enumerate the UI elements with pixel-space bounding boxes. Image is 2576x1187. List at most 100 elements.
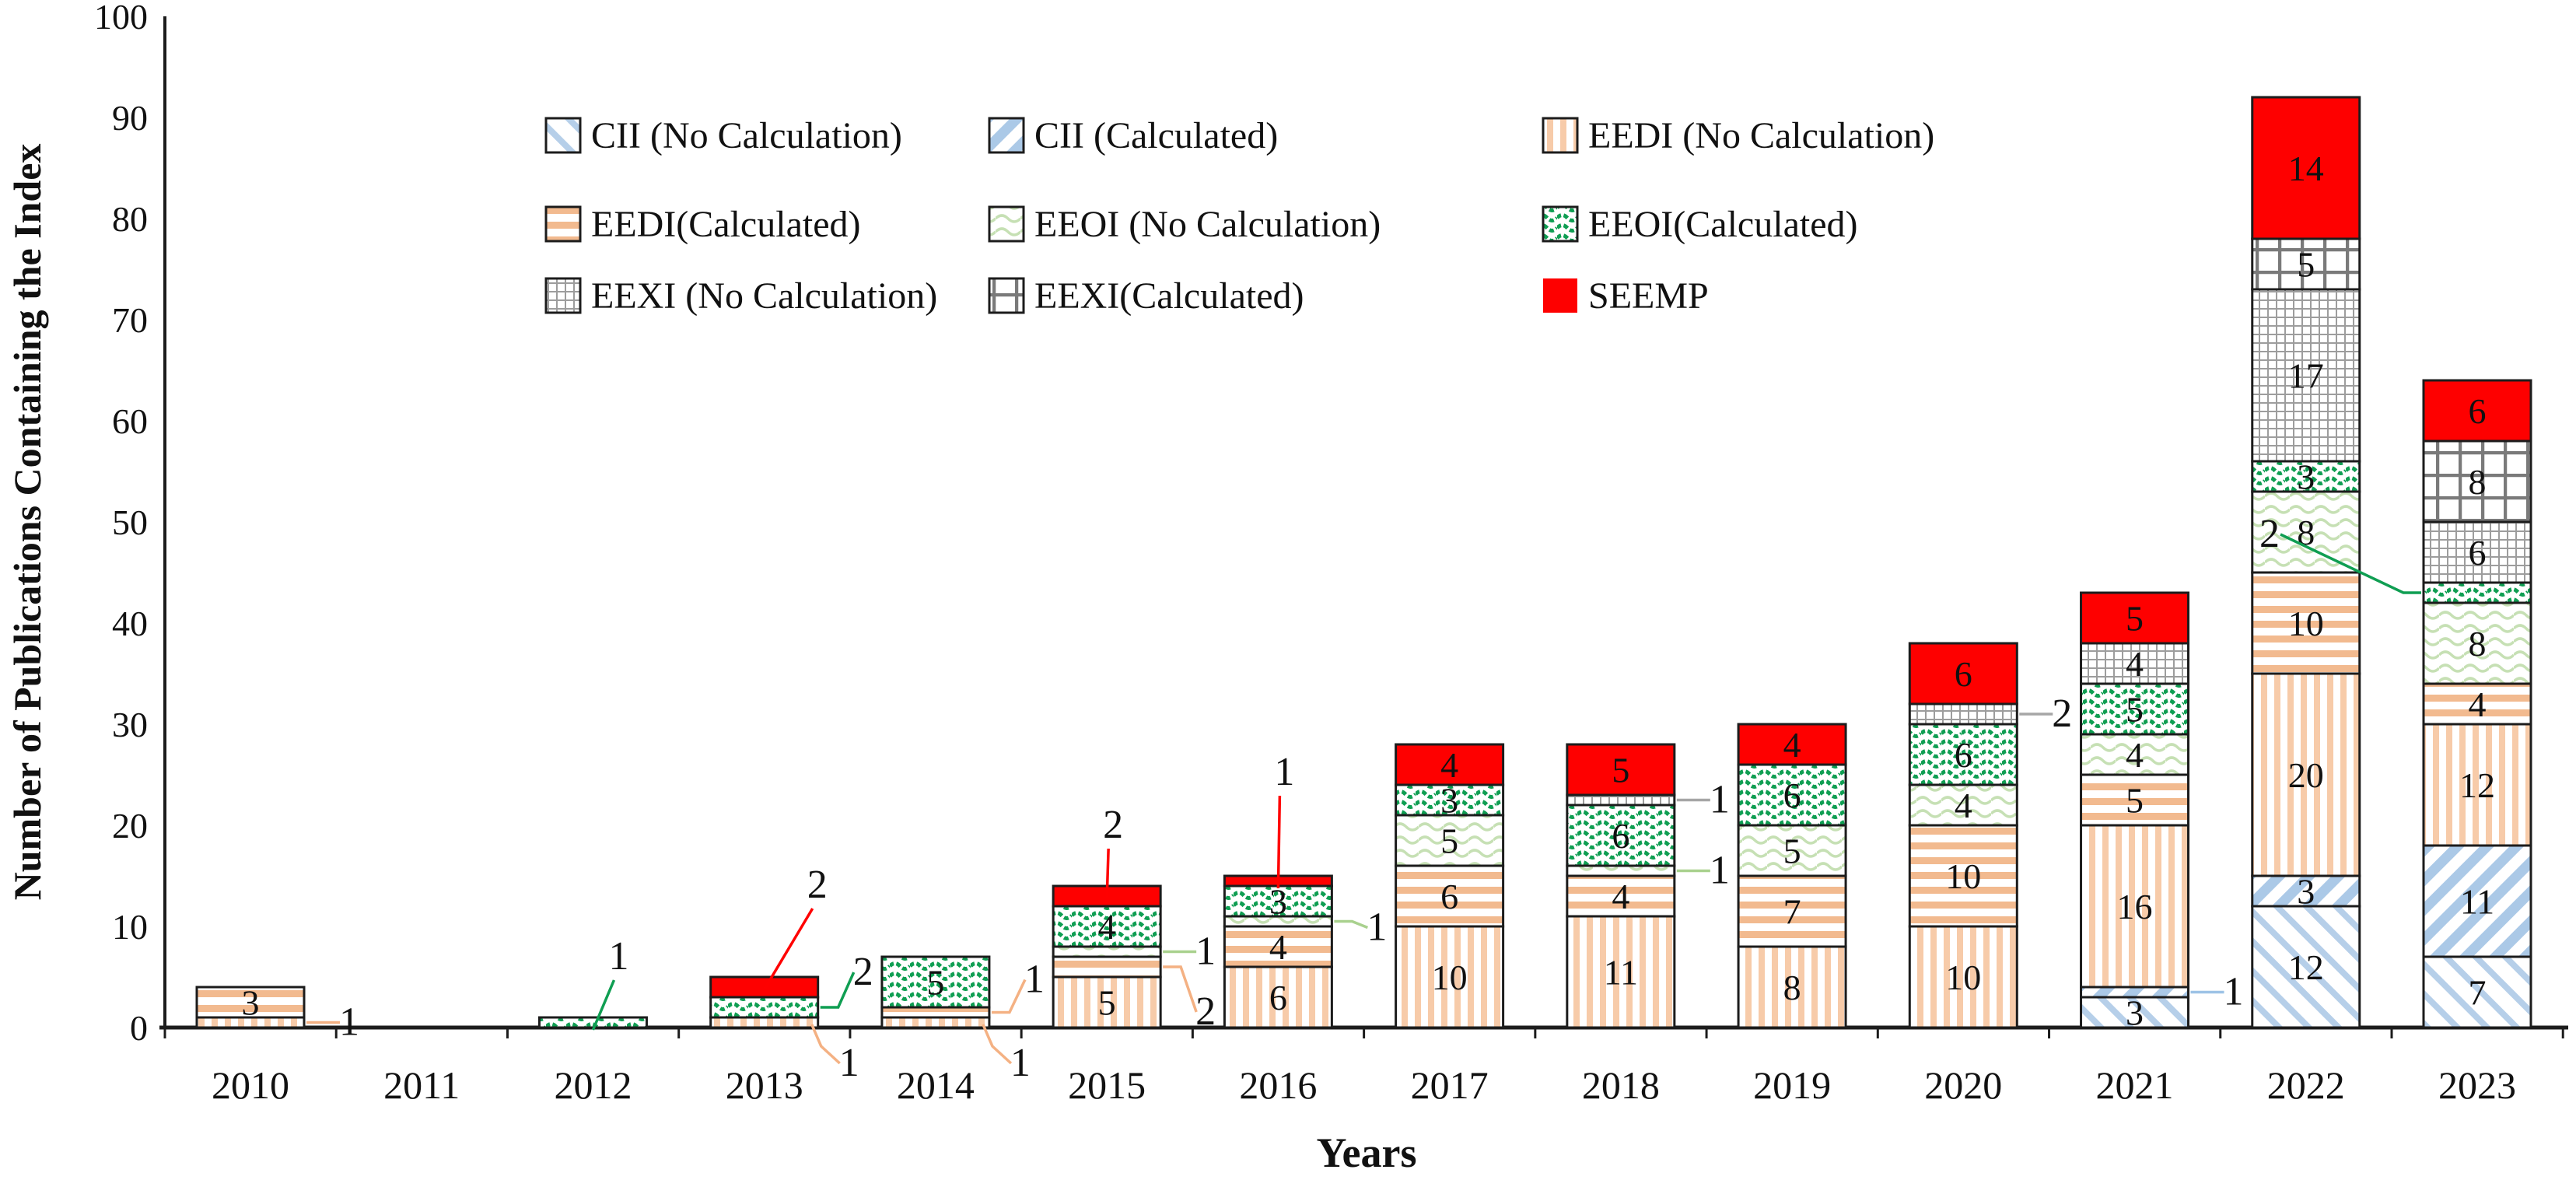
x-category-label: 2010: [212, 1063, 289, 1107]
segment-value-label: 6: [1440, 877, 1458, 916]
legend-label-seemp: SEEMP: [1588, 275, 1709, 317]
bar-segment-2016-eedi_nc: [1223, 965, 1333, 1029]
bar-segment-2018-seemp: [1566, 743, 1676, 797]
bar-segment-2021-eeoi_c: [2080, 682, 2190, 736]
legend-swatch-cii_nc: [544, 117, 582, 154]
segment-value-label: 14: [2288, 149, 2324, 188]
callout-label-2014-eedi_nc: 1: [1010, 1041, 1031, 1085]
x-category-label: 2011: [383, 1063, 460, 1107]
bar-segment-2023-eeoi_c: [2422, 581, 2532, 604]
segment-value-label: 4: [1440, 745, 1458, 785]
bar-segment-2022-eeoi_c: [2251, 460, 2361, 493]
bar-segment-2019-eedi_c: [1737, 874, 1847, 948]
bar-segment-2018-eexi_nc: [1566, 793, 1676, 807]
legend-item-eexi_nc: EEXI (No Calculation): [544, 275, 937, 317]
segment-value-label: 6: [1955, 735, 1972, 775]
y-tick-label: 70: [112, 300, 148, 340]
callout-label-2013-eeoi_c: 2: [853, 950, 873, 994]
segment-value-label: 8: [2468, 462, 2486, 502]
callout-label-2020-eexi_nc: 2: [2052, 692, 2072, 736]
segment-value-label: 4: [1612, 877, 1629, 916]
callout-leader-2015-eedi_c: [1163, 965, 1198, 1013]
legend-label-eexi_nc: EEXI (No Calculation): [591, 275, 937, 317]
legend-label-cii_c: CII (Calculated): [1034, 115, 1278, 156]
bar-segment-2019-eeoi_nc: [1737, 824, 1847, 877]
segment-value-label: 10: [2288, 604, 2324, 643]
segment-value-label: 6: [1783, 776, 1801, 815]
x-category-label: 2022: [2267, 1063, 2345, 1107]
segment-value-label: 11: [1604, 953, 1638, 993]
y-axis-title: Number of Publications Containing the In…: [5, 144, 49, 901]
legend-item-cii_nc: CII (No Calculation): [544, 115, 902, 156]
bar-segment-2023-eexi_nc: [2422, 520, 2532, 584]
callout-label-2015-eedi_c: 2: [1195, 989, 1216, 1034]
legend-swatch-eedi_nc: [1542, 117, 1579, 154]
callout-leader-2014-eedi_nc: [982, 1024, 1013, 1065]
segment-value-label: 8: [1783, 968, 1801, 1007]
segment-value-label: 5: [2126, 690, 2144, 730]
segment-value-label: 10: [1432, 958, 1468, 997]
legend-swatch-seemp: [1543, 278, 1577, 313]
segment-value-label: 3: [242, 983, 260, 1023]
bars-layer: [195, 96, 2532, 1029]
legend-item-seemp: SEEMP: [1543, 275, 1709, 317]
callout-label-2014-eedi_c: 1: [1024, 958, 1045, 1002]
bar-segment-2020-seemp: [1908, 642, 2018, 706]
legend: CII (No Calculation) CII (Calculated) EEDI…: [544, 115, 1934, 317]
y-tick-label: 30: [112, 705, 148, 744]
bar-segment-2019-seemp: [1737, 723, 1847, 766]
segment-value-label: 3: [2297, 457, 2315, 497]
segment-value-label: 4: [2126, 735, 2144, 775]
bar-segment-2023-seemp: [2422, 379, 2532, 443]
segment-value-label: 5: [1440, 821, 1458, 861]
bar-segment-2018-eeoi_nc: [1566, 864, 1676, 877]
bar-segment-2022-seemp: [2251, 96, 2361, 240]
y-tick-label: 100: [94, 0, 148, 37]
bar-segment-2023-eedi_c: [2422, 682, 2532, 726]
x-category-label: 2017: [1411, 1063, 1489, 1107]
callout-label-2013-seemp: 2: [807, 863, 828, 907]
bar-segment-2023-cii_c: [2422, 844, 2532, 958]
bar-segment-2014-eedi_c: [880, 1006, 991, 1019]
bar-segment-2023-eeoi_nc: [2422, 601, 2532, 685]
segment-labels-layer: 3554643106534114658756410104663165454512…: [242, 149, 2495, 1033]
segment-value-label: 8: [2468, 624, 2486, 664]
callout-leader-2012-eeoi_c: [591, 979, 616, 1031]
segment-value-label: 3: [1440, 781, 1458, 821]
bar-segment-2010-eedi_c: [195, 986, 306, 1019]
x-category-label: 2023: [2438, 1063, 2516, 1107]
legend-swatch-eeoi_nc: [988, 205, 1025, 243]
bar-segment-2017-eedi_c: [1395, 864, 1505, 928]
segment-value-label: 5: [2126, 599, 2144, 639]
legend-item-cii_c: CII (Calculated): [988, 115, 1278, 156]
bar-segment-2015-eeoi_c: [1052, 905, 1162, 948]
legend-swatch-eexi_c: [988, 277, 1025, 314]
x-category-label: 2021: [2096, 1063, 2174, 1107]
x-axis-title: Years: [1317, 1129, 1417, 1176]
callout-leader-2015-seemp: [1105, 848, 1110, 899]
segment-value-label: 3: [2126, 993, 2144, 1033]
legend-item-eexi_c: EEXI(Calculated): [988, 275, 1304, 317]
y-tick-label: 90: [112, 98, 148, 138]
legend-swatch-eexi_nc: [544, 277, 582, 314]
bar-segment-2013-eeoi_c: [709, 996, 820, 1019]
segment-value-label: 5: [1783, 832, 1801, 871]
legend-item-eedi_nc: EEDI (No Calculation): [1542, 115, 1934, 156]
y-tick-label: 20: [112, 806, 148, 846]
bar-segment-2016-eeoi_c: [1223, 884, 1333, 918]
x-category-label: 2015: [1068, 1063, 1146, 1107]
legend-item-eedi_c: EEDI(Calculated): [544, 204, 861, 245]
legend-label-eeoi_nc: EEOI (No Calculation): [1034, 204, 1381, 245]
x-category-label: 2012: [554, 1063, 632, 1107]
callout-label-2023-eeoi_c: 2: [2259, 512, 2280, 556]
segment-value-label: 12: [2459, 765, 2495, 805]
y-tick-label: 0: [130, 1008, 148, 1048]
x-category-label: 2018: [1582, 1063, 1660, 1107]
bar-segment-2023-cii_nc: [2422, 955, 2532, 1029]
bar-segment-2014-eeoi_c: [880, 955, 991, 1009]
x-category-label: 2014: [897, 1063, 975, 1107]
bar-segment-2022-cii_nc: [2251, 905, 2361, 1029]
